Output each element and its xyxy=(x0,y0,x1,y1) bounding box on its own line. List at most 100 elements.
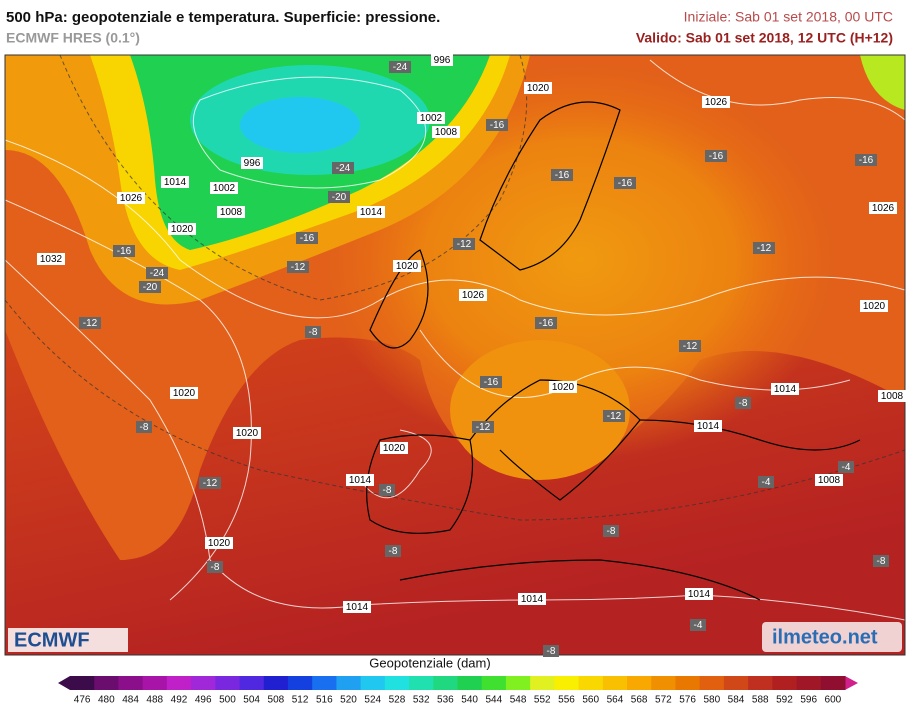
temperature-label-box xyxy=(305,326,321,338)
pressure-label: 1020 xyxy=(863,301,886,312)
temperature-label-box xyxy=(855,154,877,166)
temperature-label: -8 xyxy=(607,526,616,537)
colorbar-tick-label: 588 xyxy=(752,695,769,706)
colorbar-swatch xyxy=(191,676,216,690)
pressure-label-box xyxy=(694,420,722,432)
ne-corner xyxy=(860,55,905,110)
colorbar-swatch xyxy=(675,676,701,690)
colorbar-tick-label: 480 xyxy=(98,695,115,706)
colorbar-swatch xyxy=(239,676,265,690)
colorbar-low-end xyxy=(58,676,70,690)
temperature-label-box xyxy=(705,150,727,162)
pressure-label: 1026 xyxy=(120,193,143,204)
colorbar-tick-label: 476 xyxy=(74,695,91,706)
colorbar-tick-label: 536 xyxy=(437,695,454,706)
pressure-label-box xyxy=(380,442,408,454)
ilmeteo-logo: ilmeteo.net xyxy=(772,626,878,648)
pressure-label: 1020 xyxy=(383,443,406,454)
valid-time: Valido: Sab 01 set 2018, 12 UTC (H+12) xyxy=(636,30,893,46)
temperature-label: -16 xyxy=(539,318,554,329)
colorbar-swatch xyxy=(602,676,628,690)
map xyxy=(5,55,905,655)
pressure-label: 1002 xyxy=(213,183,236,194)
temperature-label-box xyxy=(328,191,350,203)
temperature-label-box xyxy=(758,476,774,488)
logo-bg xyxy=(762,622,902,652)
logo-bg xyxy=(8,628,128,652)
pressure-label-box xyxy=(210,182,238,194)
colorbar-tick-label: 564 xyxy=(607,695,624,706)
colorbar-swatch xyxy=(748,676,773,690)
colorbar-tick-label: 500 xyxy=(219,695,236,706)
pressure-label: 1008 xyxy=(220,207,243,218)
colorbar-tick-label: 532 xyxy=(413,695,430,706)
temperature-label: -12 xyxy=(457,239,472,250)
pressure-label: 996 xyxy=(434,55,451,66)
colorbar-tick-label: 572 xyxy=(655,695,672,706)
pressure-label: 1032 xyxy=(40,254,63,265)
temperature-label-box xyxy=(603,410,625,422)
colorbar-tick-label: 492 xyxy=(171,695,188,706)
model: ECMWF HRES (0.1°) xyxy=(6,30,140,46)
colorbar-swatch xyxy=(699,676,725,690)
pressure-label-box xyxy=(117,192,145,204)
pressure-label: 1026 xyxy=(462,290,485,301)
temperature-label: -12 xyxy=(607,411,622,422)
temperature-label: -16 xyxy=(117,246,132,257)
temperature-label: -8 xyxy=(389,546,398,557)
pressure-label-box xyxy=(393,260,421,272)
colorbar-swatch xyxy=(796,676,822,690)
colorbar-tick-label: 512 xyxy=(292,695,309,706)
colorbar-tick-label: 556 xyxy=(558,695,575,706)
title: 500 hPa: geopotenziale e temperatura. Su… xyxy=(6,9,440,26)
colorbar-swatch xyxy=(215,676,241,690)
colorbar-swatch xyxy=(651,676,676,690)
temperature-label-box xyxy=(453,238,475,250)
pressure-label-box xyxy=(685,588,713,600)
pressure-label: 1014 xyxy=(349,475,372,486)
temperature-label-box xyxy=(753,242,775,254)
temperature-label-box xyxy=(296,232,318,244)
temperature-label: -4 xyxy=(694,620,703,631)
pressure-label-box xyxy=(217,206,245,218)
pressure-label: 1020 xyxy=(236,428,259,439)
colorbar-tick-label: 592 xyxy=(776,695,793,706)
colorbar-tick-label: 488 xyxy=(146,695,163,706)
pressure-label-box xyxy=(37,253,65,265)
temperature-label: -4 xyxy=(762,477,771,488)
colorbar-swatch xyxy=(578,676,604,690)
pressure-label: 1020 xyxy=(527,83,550,94)
colorbar-tick-label: 552 xyxy=(534,695,551,706)
temperature-label-box xyxy=(113,245,135,257)
pressure-label-box xyxy=(357,206,385,218)
temperature-label-box xyxy=(735,397,751,409)
temperature-label-box xyxy=(543,645,559,657)
temperature-label: -16 xyxy=(555,170,570,181)
colorbar-tick-label: 568 xyxy=(631,695,648,706)
colorbar-tick-label: 600 xyxy=(825,695,842,706)
colorbar-swatch xyxy=(336,676,362,690)
colorbar-swatch xyxy=(409,676,434,690)
pressure-label: 996 xyxy=(244,158,261,169)
colorbar-swatch xyxy=(433,676,458,690)
pressure-label-box xyxy=(241,157,263,169)
colorbar-tick-label: 548 xyxy=(510,695,527,706)
temperature-label-box xyxy=(389,61,411,73)
temperature-label-box xyxy=(379,484,395,496)
pressure-label-box xyxy=(524,82,552,94)
pressure-label: 1020 xyxy=(171,224,194,235)
isotherms xyxy=(5,55,905,521)
temperature-label: -12 xyxy=(476,422,491,433)
temperature-label: -8 xyxy=(877,556,886,567)
temperature-label: -16 xyxy=(618,178,633,189)
temperature-label: -8 xyxy=(383,485,392,496)
pressure-label-box xyxy=(771,383,799,395)
temperature-label: -24 xyxy=(336,163,351,174)
colorbar-tick-label: 596 xyxy=(800,695,817,706)
temperature-label-box xyxy=(139,281,161,293)
pressure-label-box xyxy=(168,223,196,235)
temperature-label-box xyxy=(332,162,354,174)
pressure-label-box xyxy=(431,54,453,66)
colorbar-high-end xyxy=(845,676,858,690)
